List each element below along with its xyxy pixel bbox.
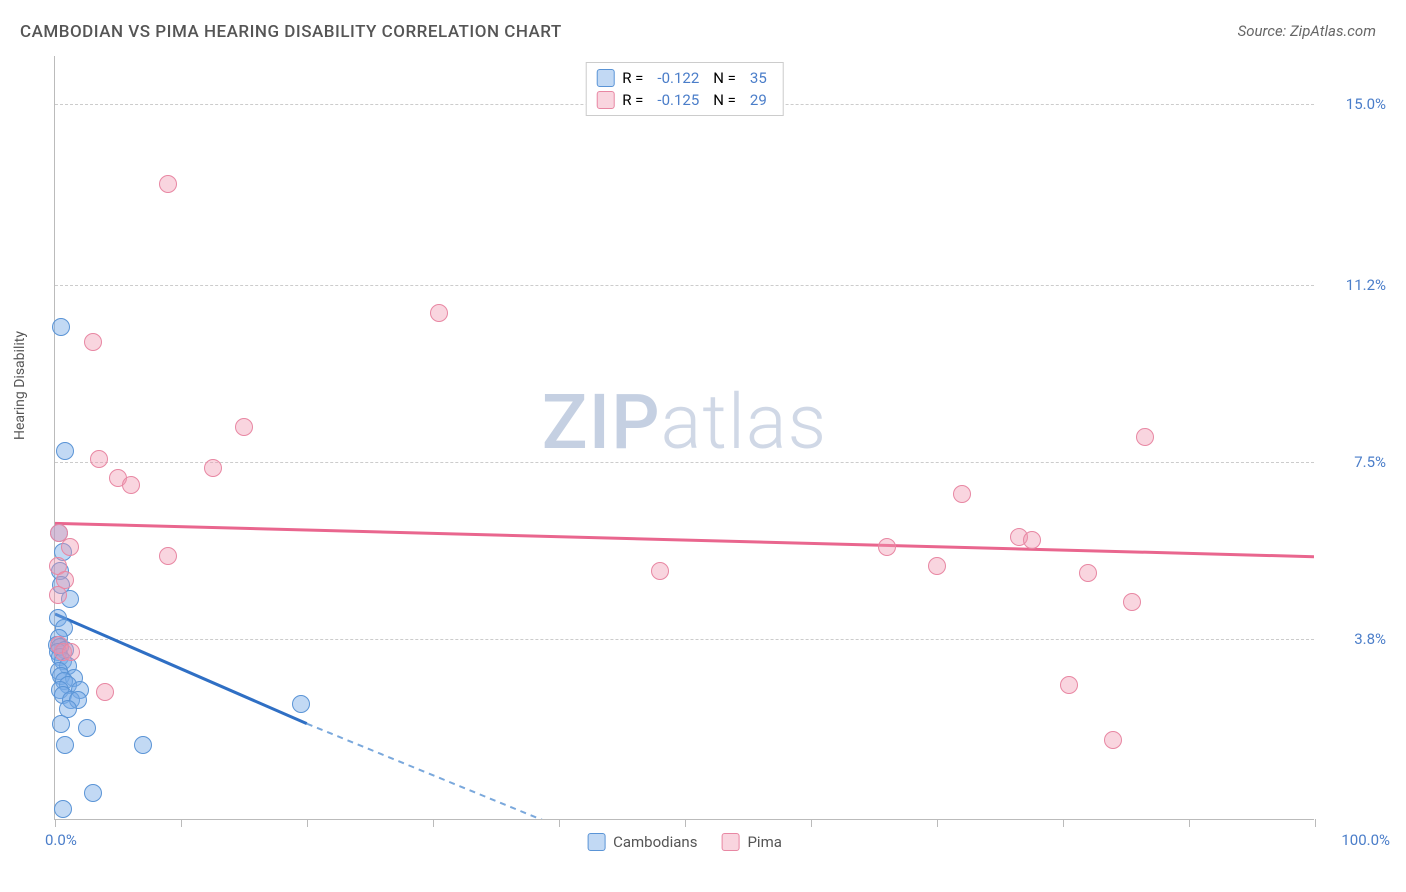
data-point bbox=[56, 736, 74, 754]
data-point bbox=[90, 450, 108, 468]
x-tick bbox=[937, 819, 938, 827]
data-point bbox=[159, 175, 177, 193]
legend-series-name: Pima bbox=[747, 833, 781, 851]
legend-n-label: N = bbox=[713, 91, 736, 109]
y-axis-label: Hearing Disability bbox=[12, 331, 28, 440]
x-tick bbox=[433, 819, 434, 827]
legend-series-name: Cambodians bbox=[613, 833, 697, 851]
legend-item: Cambodians bbox=[587, 833, 697, 851]
data-point bbox=[122, 476, 140, 494]
y-tick-label: 7.5% bbox=[1326, 453, 1386, 471]
legend-swatch bbox=[596, 91, 614, 109]
legend-stat-row: R = -0.125 N = 29 bbox=[596, 89, 773, 111]
data-point bbox=[1136, 428, 1154, 446]
legend-r-label: R = bbox=[622, 91, 643, 109]
data-point bbox=[84, 784, 102, 802]
legend-n-value: 29 bbox=[750, 91, 767, 109]
legend-series: Cambodians Pima bbox=[587, 833, 782, 851]
legend-stats: R = -0.122 N = 35 R = -0.125 N = 29 bbox=[585, 62, 784, 116]
gridline bbox=[55, 462, 1314, 463]
data-point bbox=[1060, 676, 1078, 694]
x-tick bbox=[181, 819, 182, 827]
watermark: ZIPatlas bbox=[542, 377, 827, 467]
data-point bbox=[1023, 531, 1041, 549]
x-tick bbox=[1189, 819, 1190, 827]
data-point bbox=[235, 418, 253, 436]
legend-r-value: -0.122 bbox=[657, 69, 699, 87]
data-point bbox=[52, 715, 70, 733]
y-tick-label: 11.2% bbox=[1326, 276, 1386, 294]
x-tick bbox=[685, 819, 686, 827]
x-axis-end-label: 100.0% bbox=[1341, 831, 1390, 849]
data-point bbox=[953, 485, 971, 503]
data-point bbox=[292, 695, 310, 713]
legend-r-value: -0.125 bbox=[657, 91, 699, 109]
x-tick bbox=[559, 819, 560, 827]
data-point bbox=[96, 683, 114, 701]
data-point bbox=[878, 538, 896, 556]
x-tick bbox=[811, 819, 812, 827]
data-point bbox=[52, 318, 70, 336]
data-point bbox=[651, 562, 669, 580]
chart-title: CAMBODIAN VS PIMA HEARING DISABILITY COR… bbox=[20, 22, 562, 42]
legend-n-value: 35 bbox=[750, 69, 767, 87]
data-point bbox=[928, 557, 946, 575]
legend-swatch bbox=[721, 833, 739, 851]
data-point bbox=[62, 643, 80, 661]
data-point bbox=[134, 736, 152, 754]
trend-line bbox=[55, 614, 307, 724]
data-point bbox=[159, 547, 177, 565]
x-tick bbox=[1315, 819, 1316, 827]
y-tick-label: 15.0% bbox=[1326, 95, 1386, 113]
legend-item: Pima bbox=[721, 833, 781, 851]
data-point bbox=[1123, 593, 1141, 611]
data-point bbox=[84, 333, 102, 351]
x-tick bbox=[55, 819, 56, 827]
data-point bbox=[56, 571, 74, 589]
x-axis-start-label: 0.0% bbox=[45, 831, 77, 849]
data-point bbox=[204, 459, 222, 477]
legend-n-label: N = bbox=[713, 69, 736, 87]
x-tick bbox=[307, 819, 308, 827]
data-point bbox=[1104, 731, 1122, 749]
data-point bbox=[1079, 564, 1097, 582]
trend-line bbox=[55, 523, 1314, 556]
data-point bbox=[54, 800, 72, 818]
y-tick-label: 3.8% bbox=[1326, 630, 1386, 648]
plot-area: ZIPatlas 3.8%7.5%11.2%15.0% R =-0.122N =… bbox=[54, 56, 1314, 820]
gridline bbox=[55, 639, 1314, 640]
data-point bbox=[56, 442, 74, 460]
legend-swatch bbox=[596, 69, 614, 87]
gridline bbox=[55, 285, 1314, 286]
legend-swatch bbox=[587, 833, 605, 851]
data-point bbox=[78, 719, 96, 737]
legend-r-label: R = bbox=[622, 69, 643, 87]
trend-line-extrapolated bbox=[307, 724, 622, 819]
x-tick bbox=[1063, 819, 1064, 827]
source-label: Source: ZipAtlas.com bbox=[1238, 22, 1376, 40]
data-point bbox=[61, 538, 79, 556]
data-point bbox=[430, 304, 448, 322]
legend-stat-row: R = -0.122 N = 35 bbox=[596, 67, 773, 89]
